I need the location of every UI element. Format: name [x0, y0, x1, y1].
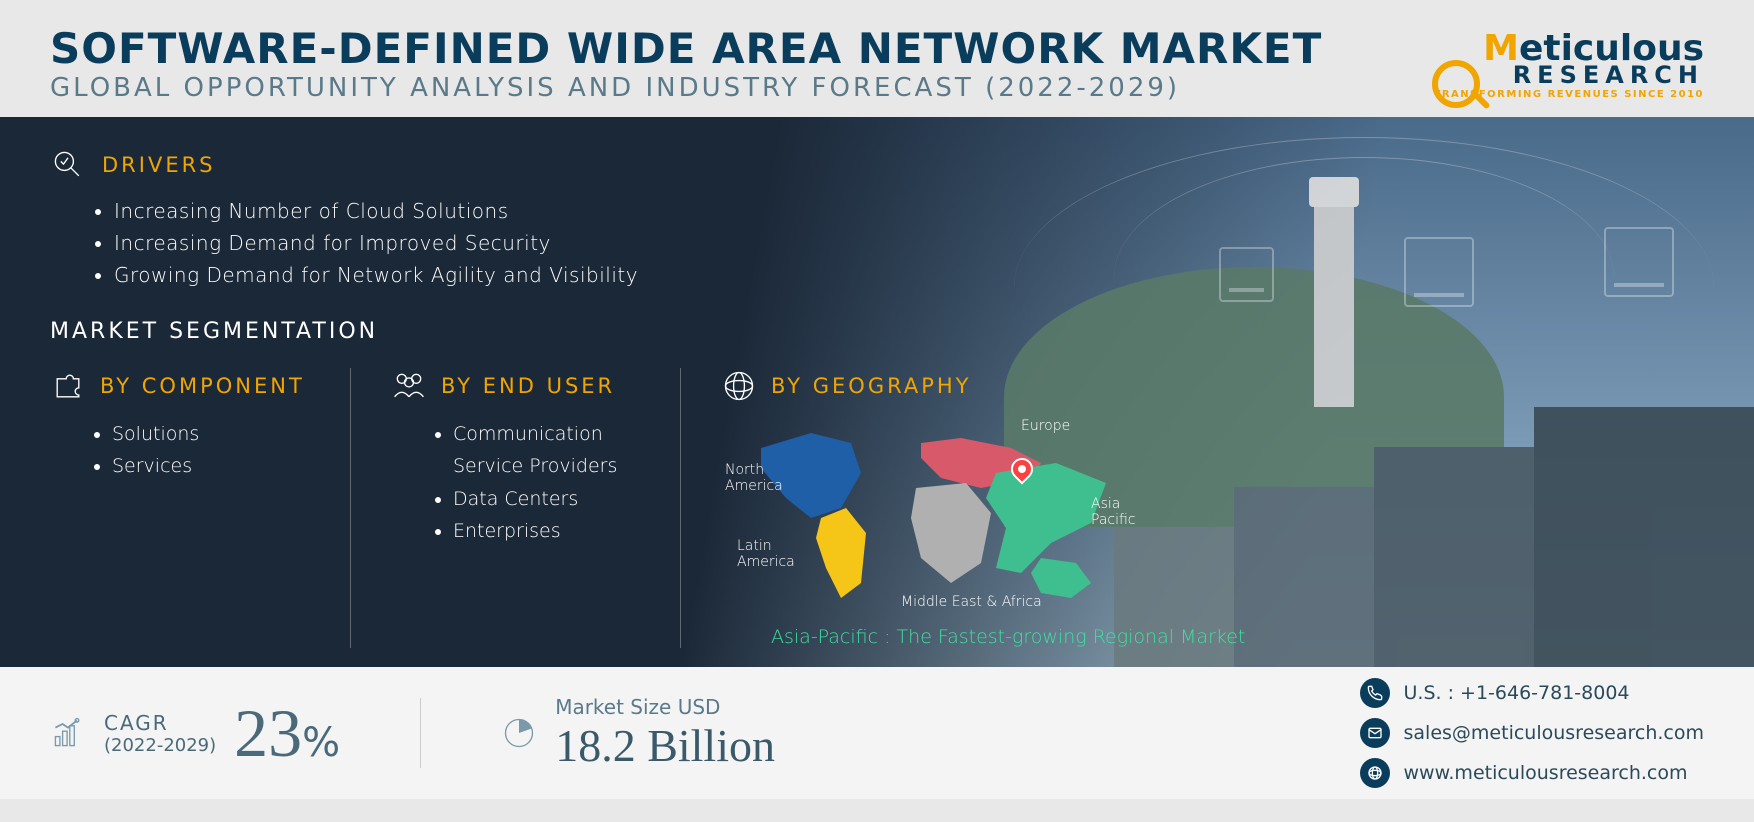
cagr-metric: CAGR (2022-2029) 23%: [50, 694, 340, 773]
seg-item: Services: [112, 450, 310, 482]
main-panel: DRIVERS Increasing Number of Cloud Solut…: [0, 117, 1754, 667]
email-text: sales@meticulousresearch.com: [1404, 722, 1704, 744]
map-label-mea: Middle East & Africa: [901, 594, 1042, 610]
web-text: www.meticulousresearch.com: [1404, 762, 1688, 784]
contact-block: U.S. : +1-646-781-8004 sales@meticulousr…: [1360, 678, 1704, 788]
phone-icon: [1360, 678, 1390, 708]
cagr-label: CAGR: [104, 711, 216, 735]
contact-web: www.meticulousresearch.com: [1360, 758, 1704, 788]
puzzle-icon: [50, 368, 86, 404]
seg-item: Enterprises: [453, 515, 640, 547]
marketsize-metric: Market Size USD 18.2 Billion: [501, 695, 775, 772]
seg-enduser-heading: BY END USER: [441, 374, 615, 398]
map-label-eu: Europe: [1021, 418, 1070, 434]
seg-item: Communication Service Providers: [453, 418, 640, 483]
report-subtitle: GLOBAL OPPORTUNITY ANALYSIS AND INDUSTRY…: [50, 73, 1322, 103]
phone-text: U.S. : +1-646-781-8004: [1404, 682, 1630, 704]
region-apac: [986, 463, 1106, 573]
cagr-unit: %: [302, 720, 340, 766]
map-label-lat: LatinAmerica: [737, 538, 795, 570]
seg-component: BY COMPONENT Solutions Services: [50, 368, 350, 648]
seg-geography-heading: BY GEOGRAPHY: [771, 374, 972, 398]
seg-enduser: BY END USER Communication Service Provid…: [350, 368, 680, 648]
cagr-period: (2022-2029): [104, 735, 216, 756]
marketsize-value: 18.2 Billion: [555, 719, 775, 772]
seg-item: Solutions: [112, 418, 310, 450]
world-map: NorthAmerica LatinAmerica Europe Middle …: [731, 418, 1131, 618]
globe-icon: [721, 368, 757, 404]
seg-component-heading: BY COMPONENT: [100, 374, 305, 398]
contact-email: sales@meticulousresearch.com: [1360, 718, 1704, 748]
map-label-na: NorthAmerica: [725, 462, 783, 494]
email-icon: [1360, 718, 1390, 748]
fastest-note: Asia-Pacific : The Fastest-growing Regio…: [771, 626, 1664, 648]
map-label-apac: AsiaPacific: [1091, 496, 1136, 528]
pie-chart-icon: [501, 715, 537, 751]
cagr-value: 23: [234, 695, 302, 771]
region-lat: [816, 508, 866, 598]
users-icon: [391, 368, 427, 404]
report-title: SOFTWARE-DEFINED WIDE AREA NETWORK MARKE…: [50, 24, 1322, 73]
segments: BY COMPONENT Solutions Services BY END U…: [50, 368, 1704, 648]
contact-phone: U.S. : +1-646-781-8004: [1360, 678, 1704, 708]
divider: [420, 698, 421, 768]
fastest-text: : The Fastest-growing Regional Market: [878, 626, 1245, 648]
brand-logo: Meticulous RESEARCH TRANSFORMING REVENUE…: [1384, 28, 1704, 100]
bar-chart-icon: [50, 715, 86, 751]
footer: CAGR (2022-2029) 23% Market Size USD 18.…: [0, 667, 1754, 799]
region-mea: [911, 483, 991, 583]
analysis-icon: [50, 147, 86, 183]
header: SOFTWARE-DEFINED WIDE AREA NETWORK MARKE…: [0, 0, 1754, 117]
seg-item: Data Centers: [453, 483, 640, 515]
title-block: SOFTWARE-DEFINED WIDE AREA NETWORK MARKE…: [50, 24, 1322, 103]
region-apac-au: [1031, 558, 1091, 598]
drivers-heading: DRIVERS: [102, 153, 216, 177]
web-icon: [1360, 758, 1390, 788]
fastest-region: Asia-Pacific: [771, 626, 878, 648]
seg-geography: BY GEOGRAPHY: [680, 368, 1704, 648]
marketsize-label: Market Size USD: [555, 695, 775, 719]
